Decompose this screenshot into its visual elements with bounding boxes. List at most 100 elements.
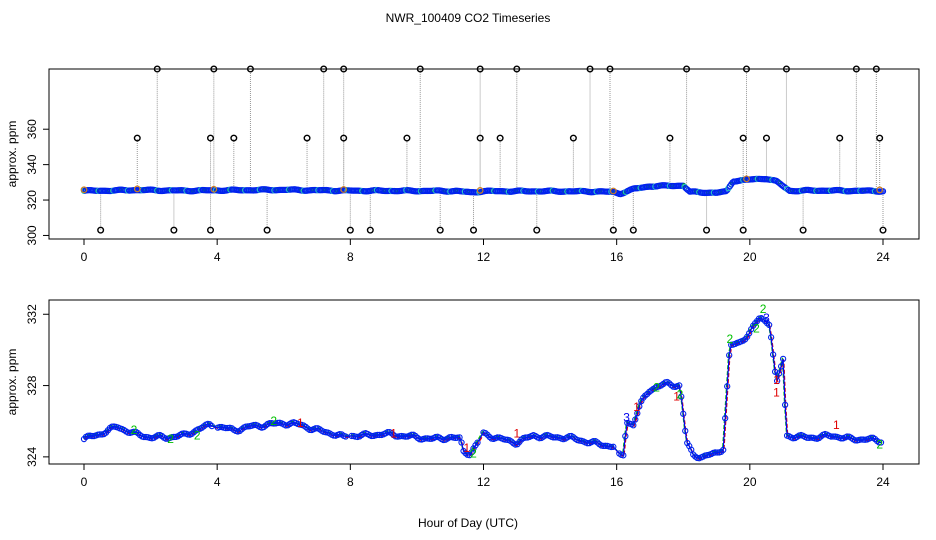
baseline-accent-point — [476, 187, 484, 194]
spike-low-point — [799, 226, 807, 234]
series-number-label: 1 — [633, 400, 640, 414]
series-number-label: 2 — [470, 446, 477, 460]
y-tick-label: 360 — [25, 119, 39, 139]
bottom-plot-frame — [48, 299, 920, 465]
series-number-label: 1 — [513, 427, 520, 441]
series-number-label: 2 — [653, 380, 660, 394]
series-point — [678, 393, 685, 400]
series-number-label: 3 — [763, 311, 770, 325]
spike-mid-point — [569, 134, 577, 142]
series-point — [610, 443, 617, 450]
series-point — [632, 416, 639, 423]
series-point — [456, 434, 463, 441]
series-point — [636, 403, 643, 410]
series-number-label: 2 — [727, 332, 734, 346]
spike-mid-point — [230, 134, 238, 142]
x-tick-label: 20 — [743, 475, 757, 489]
spike-mid-point — [739, 134, 747, 142]
series-number-label: 2 — [270, 414, 277, 428]
series-point — [384, 429, 391, 436]
series-number-label: 1 — [673, 389, 680, 403]
series-point — [84, 432, 92, 439]
spike-low-point — [533, 226, 541, 234]
series-point — [250, 421, 257, 429]
spike-high-point — [416, 65, 424, 73]
series-point — [376, 431, 383, 439]
top-plot-frame — [48, 68, 920, 240]
series-point — [458, 439, 465, 446]
baseline-accent-point — [340, 186, 348, 193]
baseline-point — [879, 188, 887, 195]
series-number-label: 1 — [833, 418, 840, 432]
x-tick-label: 12 — [477, 475, 491, 489]
x-tick-label: 4 — [214, 250, 221, 264]
series-point — [208, 422, 215, 430]
series-point — [566, 433, 573, 440]
spike-low-point — [346, 226, 354, 234]
spike-high-point — [476, 65, 484, 73]
series-point — [714, 449, 721, 456]
spike-high-point — [872, 65, 880, 73]
bottom-y-axis-label: approx. ppm — [5, 349, 19, 416]
series-point — [773, 377, 781, 385]
spike-low-point — [207, 226, 215, 234]
y-tick-label: 320 — [25, 190, 39, 210]
spike-high-point — [340, 65, 348, 73]
spike-low-point — [97, 226, 105, 234]
spike-low-point — [879, 226, 887, 234]
y-tick-label: 328 — [25, 375, 39, 395]
spike-mid-point — [876, 134, 884, 142]
series-point — [712, 449, 719, 456]
panel-top-plot: approx. ppm 0 4 8 12 16 20 24 300 320 340 360 — [5, 65, 920, 264]
series-number-label: 2 — [760, 302, 767, 316]
y-tick-label: 332 — [25, 304, 39, 324]
series-point — [720, 446, 727, 454]
series-point — [620, 452, 627, 459]
series-number-label: 2 — [677, 387, 684, 401]
series-point — [634, 410, 641, 417]
series-point — [552, 434, 559, 441]
x-tick-label: 0 — [81, 475, 88, 489]
spike-low-point — [263, 226, 271, 234]
series-point — [857, 436, 865, 443]
series-point — [162, 435, 170, 442]
series-number-label: 1 — [773, 373, 780, 387]
series-point — [676, 382, 683, 389]
top-y-axis-label: approx. ppm — [5, 121, 19, 188]
baseline-accent-point — [80, 186, 88, 194]
spike-high-point — [852, 65, 860, 73]
series-point — [130, 428, 138, 435]
spike-high-point — [782, 65, 790, 73]
series-point — [630, 422, 637, 429]
x-axis-label: Hour of Day (UTC) — [418, 516, 518, 530]
series-number-label: 3 — [623, 411, 630, 425]
series-point — [88, 432, 96, 440]
series-point — [502, 436, 509, 443]
series-point — [602, 442, 609, 449]
series-point — [426, 435, 433, 442]
spike-high-point — [246, 65, 254, 73]
series-point — [108, 423, 116, 430]
series-point — [494, 434, 501, 441]
spike-mid-point — [762, 134, 770, 142]
series-point — [724, 383, 731, 390]
x-tick-label: 16 — [610, 475, 624, 489]
chart-title: NWR_100409 CO2 Timeseries — [386, 11, 551, 25]
series-point — [843, 433, 851, 440]
baseline-accent-point — [609, 187, 617, 195]
panel-bottom-plot: approx. ppm Hour of Day (UTC) 0 4 8 12 16 20 2… — [5, 299, 920, 530]
series-point — [803, 434, 811, 441]
series-number-label: 2 — [131, 423, 138, 437]
series-point — [851, 437, 859, 444]
series-point — [682, 427, 689, 435]
baseline-accent-point — [210, 185, 218, 193]
spike-low-point — [609, 226, 617, 234]
series-point — [765, 321, 773, 329]
x-tick-label: 16 — [610, 250, 624, 264]
series-point — [266, 419, 273, 427]
spike-mid-point — [303, 134, 311, 142]
spike-low-point — [366, 226, 374, 234]
series-point — [408, 431, 415, 438]
y-tick-label: 340 — [25, 154, 39, 174]
x-tick-label: 0 — [81, 250, 88, 264]
